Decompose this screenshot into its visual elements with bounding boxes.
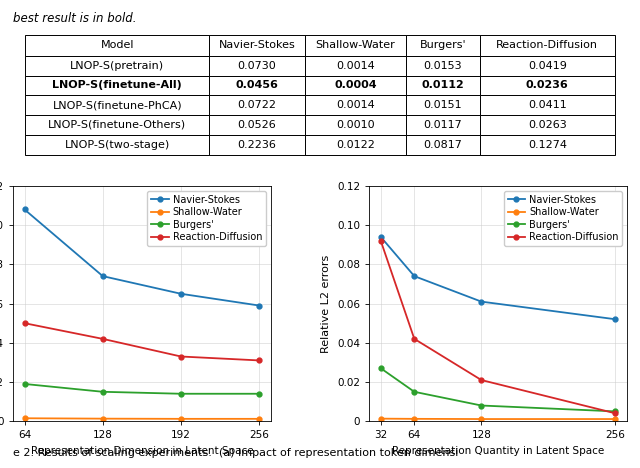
Text: e 2. Results of scaling experiments.  (a) Impact of representation token dimensi: e 2. Results of scaling experiments. (a)… — [13, 448, 458, 458]
Shallow-Water — [177, 416, 185, 422]
Burgers' — [477, 402, 485, 408]
Navier-Stokes — [410, 273, 418, 279]
Navier-Stokes — [177, 291, 185, 297]
Navier-Stokes — [20, 207, 28, 212]
Burgers' — [612, 409, 620, 414]
Line: Navier-Stokes: Navier-Stokes — [22, 207, 262, 308]
Navier-Stokes — [99, 273, 107, 279]
Line: Reaction-Diffusion: Reaction-Diffusion — [22, 321, 262, 363]
Burgers' — [20, 381, 28, 387]
Text: best result is in bold.: best result is in bold. — [13, 12, 136, 25]
X-axis label: Representation Dimension in Latent Space: Representation Dimension in Latent Space — [31, 446, 253, 456]
Shallow-Water — [99, 416, 107, 422]
Navier-Stokes — [255, 303, 263, 308]
Reaction-Diffusion — [177, 354, 185, 359]
Navier-Stokes — [612, 316, 620, 322]
Burgers' — [255, 391, 263, 396]
Y-axis label: Relative L2 errors: Relative L2 errors — [321, 255, 332, 353]
Shallow-Water — [477, 416, 485, 422]
X-axis label: Representation Quantity in Latent Space: Representation Quantity in Latent Space — [392, 446, 604, 456]
Reaction-Diffusion — [377, 238, 385, 244]
Reaction-Diffusion — [477, 377, 485, 383]
Navier-Stokes — [477, 299, 485, 304]
Shallow-Water — [377, 416, 385, 422]
Legend: Navier-Stokes, Shallow-Water, Burgers', Reaction-Diffusion: Navier-Stokes, Shallow-Water, Burgers', … — [504, 191, 622, 246]
Reaction-Diffusion — [612, 410, 620, 416]
Burgers' — [177, 391, 185, 396]
Legend: Navier-Stokes, Shallow-Water, Burgers', Reaction-Diffusion: Navier-Stokes, Shallow-Water, Burgers', … — [147, 191, 266, 246]
Line: Reaction-Diffusion: Reaction-Diffusion — [378, 238, 618, 416]
Shallow-Water — [612, 416, 620, 422]
Reaction-Diffusion — [99, 336, 107, 342]
Shallow-Water — [20, 416, 28, 421]
Reaction-Diffusion — [20, 321, 28, 326]
Burgers' — [410, 389, 418, 395]
Line: Shallow-Water: Shallow-Water — [22, 416, 262, 421]
Reaction-Diffusion — [410, 336, 418, 342]
Navier-Stokes — [377, 234, 385, 240]
Burgers' — [377, 366, 385, 371]
Line: Burgers': Burgers' — [22, 381, 262, 396]
Reaction-Diffusion — [255, 358, 263, 363]
Line: Navier-Stokes: Navier-Stokes — [378, 234, 618, 322]
Line: Shallow-Water: Shallow-Water — [378, 416, 618, 422]
Shallow-Water — [255, 416, 263, 422]
Burgers' — [99, 389, 107, 395]
Shallow-Water — [410, 416, 418, 422]
Line: Burgers': Burgers' — [378, 366, 618, 414]
